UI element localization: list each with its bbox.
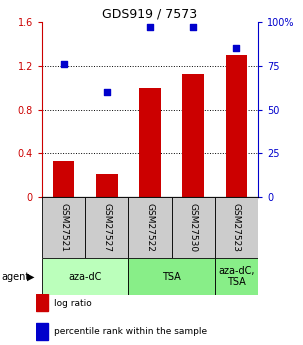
Text: GSM27522: GSM27522 bbox=[145, 203, 155, 252]
Bar bbox=[42, 258, 128, 295]
Text: GSM27527: GSM27527 bbox=[102, 203, 111, 252]
Point bbox=[191, 24, 196, 30]
Bar bbox=[128, 258, 215, 295]
Point bbox=[104, 89, 109, 95]
Text: GSM27523: GSM27523 bbox=[232, 203, 241, 252]
Text: aza-dC,
TSA: aza-dC, TSA bbox=[218, 266, 255, 287]
Text: ▶: ▶ bbox=[27, 272, 35, 282]
Text: GSM27530: GSM27530 bbox=[189, 203, 198, 252]
Bar bbox=[42, 197, 85, 258]
Bar bbox=[215, 258, 258, 295]
Text: GSM27521: GSM27521 bbox=[59, 203, 68, 252]
Bar bbox=[182, 75, 204, 197]
Point bbox=[61, 61, 66, 67]
Bar bbox=[85, 197, 128, 258]
Text: log ratio: log ratio bbox=[54, 298, 92, 307]
Text: aza-dC: aza-dC bbox=[68, 272, 102, 282]
Bar bbox=[139, 88, 161, 197]
Title: GDS919 / 7573: GDS919 / 7573 bbox=[102, 8, 198, 21]
Bar bbox=[128, 197, 171, 258]
Text: percentile rank within the sample: percentile rank within the sample bbox=[54, 327, 207, 336]
Point bbox=[148, 24, 152, 30]
Text: TSA: TSA bbox=[162, 272, 181, 282]
Bar bbox=[226, 55, 247, 197]
Bar bbox=[96, 174, 118, 197]
Bar bbox=[36, 323, 48, 340]
Point bbox=[234, 46, 239, 51]
Text: agent: agent bbox=[2, 272, 30, 282]
Bar bbox=[36, 294, 48, 311]
Bar bbox=[215, 197, 258, 258]
Bar bbox=[171, 197, 215, 258]
Bar bbox=[53, 161, 75, 197]
